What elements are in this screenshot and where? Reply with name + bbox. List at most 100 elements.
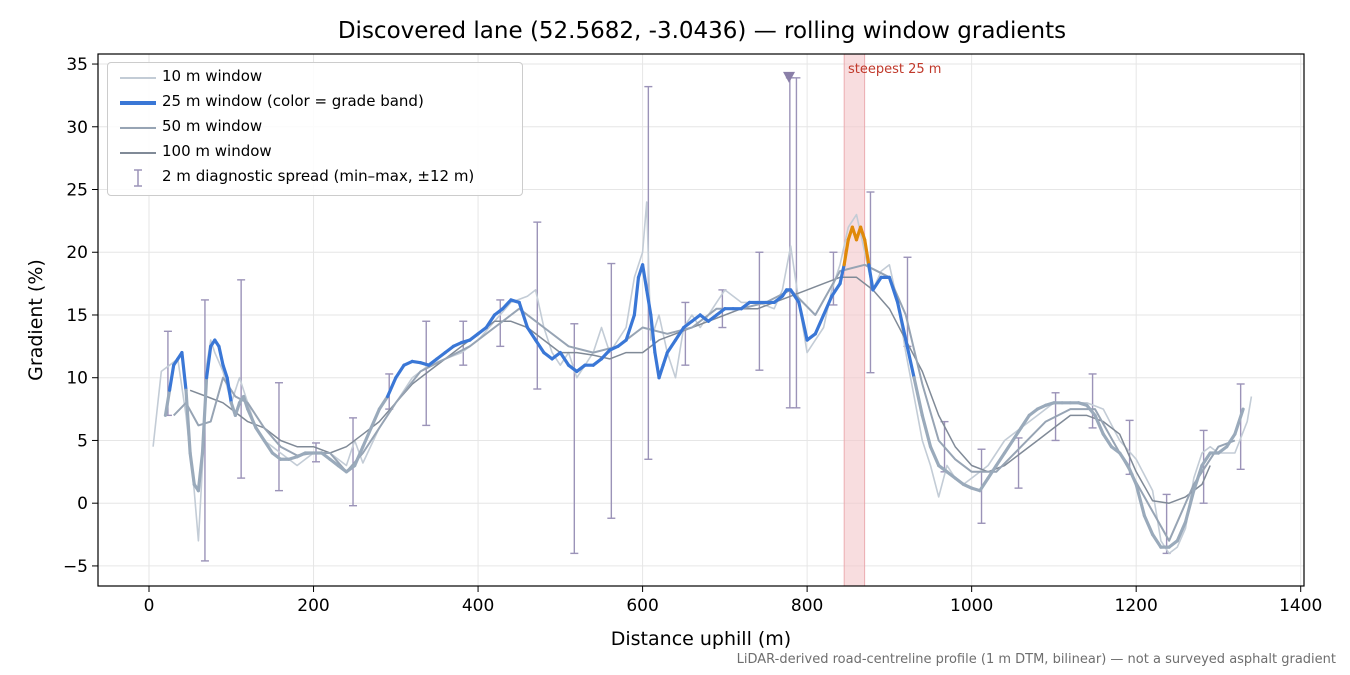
series-segment-25m bbox=[484, 313, 497, 330]
series-segment-25m bbox=[928, 445, 941, 468]
series-segment-25m bbox=[1101, 432, 1114, 449]
series-segment-25m bbox=[270, 451, 283, 461]
series-segment-25m bbox=[534, 338, 546, 355]
y-tick-label: 35 bbox=[66, 55, 88, 75]
series-segment-25m bbox=[167, 363, 176, 392]
series-segment-25m bbox=[353, 445, 365, 468]
legend-swatch-25m bbox=[120, 101, 156, 105]
legend-swatch-10m bbox=[120, 77, 156, 79]
peak-marker-triangle bbox=[783, 71, 796, 83]
series-segment-25m bbox=[1118, 451, 1130, 468]
series-segment-25m bbox=[867, 263, 875, 292]
y-tick-label: 10 bbox=[66, 369, 88, 389]
series-group bbox=[152, 201, 1253, 555]
series-line-100m bbox=[189, 276, 1211, 504]
series-segment-25m bbox=[1200, 451, 1212, 468]
series-line-50m bbox=[172, 263, 1236, 542]
y-tick-label: 30 bbox=[66, 118, 88, 138]
legend-swatch-errorbar bbox=[134, 169, 142, 187]
series-segment-25m bbox=[690, 313, 702, 323]
series-segment-25m bbox=[805, 332, 817, 342]
series-segment-25m bbox=[1085, 403, 1097, 417]
series-segment-25m bbox=[1167, 539, 1179, 549]
series-segment-25m bbox=[986, 463, 998, 480]
series-segment-25m bbox=[994, 451, 1007, 468]
series-segment-25m bbox=[896, 300, 908, 342]
legend-label-25m: 25 m window (color = grade band) bbox=[162, 92, 424, 110]
series-segment-25m bbox=[1216, 445, 1229, 455]
series-segment-25m bbox=[920, 413, 933, 449]
series-segment-25m bbox=[661, 351, 669, 367]
series-segment-25m bbox=[953, 476, 966, 486]
series-segment-25m bbox=[476, 325, 488, 336]
series-segment-25m bbox=[657, 363, 665, 380]
series-segment-25m bbox=[344, 463, 357, 474]
series-segment-25m bbox=[673, 325, 686, 342]
series-segment-25m bbox=[385, 376, 398, 399]
x-tick-label: 1400 bbox=[1279, 596, 1322, 616]
series-segment-25m bbox=[525, 325, 538, 342]
series-segment-25m bbox=[1134, 482, 1147, 518]
series-segment-25m bbox=[254, 426, 266, 443]
series-segment-25m bbox=[435, 351, 447, 361]
x-tick-label: 1000 bbox=[950, 596, 993, 616]
series-segment-25m bbox=[204, 344, 213, 380]
series-segment-25m bbox=[616, 338, 628, 348]
series-segment-25m bbox=[1175, 520, 1188, 543]
series-segment-25m bbox=[225, 376, 233, 405]
series-segment-25m bbox=[653, 351, 661, 380]
series-segment-25m bbox=[188, 451, 196, 486]
series-segment-25m bbox=[830, 282, 842, 298]
series-segment-25m bbox=[394, 363, 406, 380]
series-segment-25m bbox=[649, 313, 657, 355]
series-segment-25m bbox=[443, 344, 455, 355]
y-axis-label: Gradient (%) bbox=[25, 259, 47, 381]
legend-item-25m: 25 m window (color = grade band) bbox=[108, 90, 522, 115]
y-tick-label: −5 bbox=[63, 557, 88, 577]
series-segment-25m bbox=[863, 238, 871, 267]
x-axis-label: Distance uphill (m) bbox=[610, 628, 792, 650]
series-segment-25m bbox=[377, 394, 390, 411]
legend-label-10m: 10 m window bbox=[162, 67, 263, 85]
series-segment-25m bbox=[665, 338, 678, 355]
series-segment-25m bbox=[542, 351, 554, 361]
series-segment-25m bbox=[640, 263, 649, 292]
legend-label-100m: 100 m window bbox=[162, 142, 272, 160]
series-segment-25m bbox=[1019, 413, 1031, 430]
legend-item-100m: 100 m window bbox=[108, 140, 522, 165]
legend-swatch-100m bbox=[120, 152, 156, 154]
series-segment-25m bbox=[945, 470, 957, 480]
series-segment-25m bbox=[682, 319, 694, 330]
y-tick-label: 20 bbox=[66, 243, 88, 263]
series-segment-25m bbox=[221, 363, 229, 380]
series-segment-25m bbox=[797, 300, 809, 342]
series-segment-25m bbox=[1027, 407, 1040, 417]
series-segment-25m bbox=[1225, 432, 1237, 449]
legend: 10 m window 25 m window (color = grade b… bbox=[107, 62, 523, 196]
series-segment-25m bbox=[328, 457, 340, 468]
legend-item-errorbar: 2 m diagnostic spread (min–max, ±12 m) bbox=[108, 165, 522, 190]
x-tick-label: 1200 bbox=[1115, 596, 1158, 616]
series-segment-25m bbox=[180, 351, 188, 392]
series-segment-25m bbox=[978, 476, 990, 493]
series-segment-25m bbox=[842, 238, 850, 267]
series-segment-25m bbox=[813, 313, 826, 336]
series-segment-25m bbox=[1151, 532, 1163, 549]
series-segment-25m bbox=[550, 351, 562, 361]
footnote: LiDAR-derived road-centreline profile (1… bbox=[736, 652, 1336, 667]
series-segment-25m bbox=[566, 363, 579, 374]
series-segment-25m bbox=[698, 313, 711, 323]
series-segment-25m bbox=[184, 388, 192, 455]
series-segment-25m bbox=[715, 307, 727, 317]
series-segment-25m bbox=[1002, 438, 1015, 455]
series-segment-25m bbox=[501, 298, 513, 311]
series-segment-25m bbox=[772, 294, 785, 305]
plot-frame bbox=[97, 53, 1305, 587]
series-segment-25m bbox=[246, 407, 258, 430]
steepest-window-band bbox=[843, 53, 866, 587]
series-segment-25m bbox=[739, 300, 752, 311]
series-segment-25m bbox=[369, 407, 381, 430]
series-segment-25m bbox=[599, 348, 612, 361]
series-segment-25m bbox=[1109, 445, 1122, 455]
series-segment-25m bbox=[1011, 426, 1023, 443]
